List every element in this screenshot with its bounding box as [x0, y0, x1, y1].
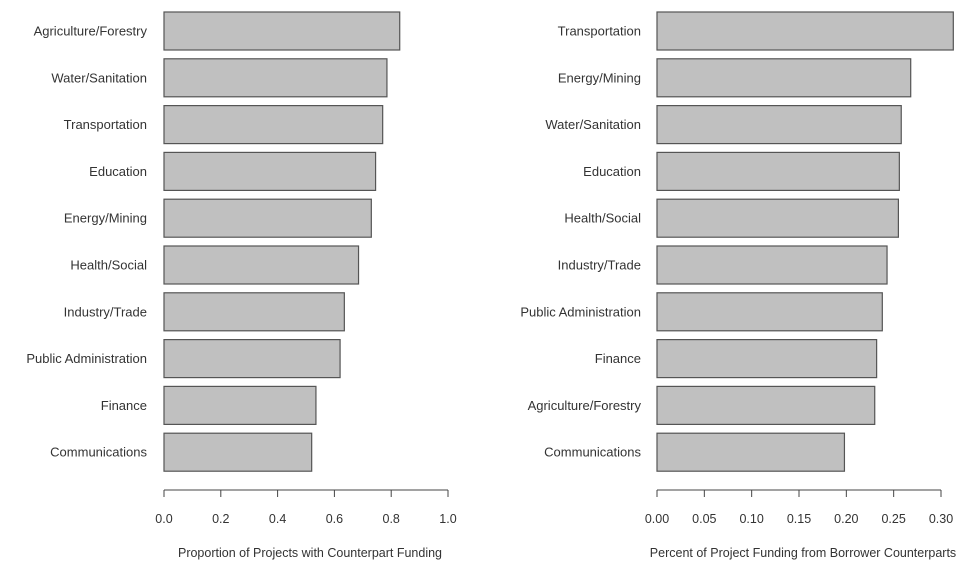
right-x-tick-label-4: 0.20 [834, 512, 858, 526]
right-x-tick-label-2: 0.10 [739, 512, 763, 526]
right-x-tick-label-1: 0.05 [692, 512, 716, 526]
right-category-label-7: Finance [595, 351, 641, 366]
right-x-tick-label-5: 0.25 [881, 512, 905, 526]
left-bar-4 [163, 198, 372, 238]
left-bar-6 [163, 292, 345, 332]
left-category-label-2: Transportation [64, 117, 147, 132]
left-bar-chart: Agriculture/Forestry Water/Sanitation Tran… [26, 11, 457, 560]
left-category-label-9: Communications [50, 445, 147, 460]
left-bar-9 [163, 432, 313, 472]
left-x-tick-label-1: 0.2 [212, 512, 229, 526]
right-bar-6 [656, 292, 883, 332]
left-category-label-0: Agriculture/Forestry [34, 24, 148, 39]
left-category-label-4: Energy/Mining [64, 211, 147, 226]
right-category-label-3: Education [583, 164, 641, 179]
right-category-label-9: Communications [544, 445, 641, 460]
right-bar-9 [656, 432, 846, 472]
left-bar-2 [163, 104, 384, 145]
right-bar-chart: Transportation Energy/Mining Water/Sanitat… [520, 11, 956, 560]
right-bar-8 [656, 385, 876, 425]
right-bar-1 [656, 58, 912, 98]
right-category-label-8: Agriculture/Forestry [528, 398, 642, 413]
left-x-tick-label-2: 0.4 [269, 512, 286, 526]
left-bar-8 [163, 385, 317, 425]
left-category-label-7: Public Administration [26, 351, 147, 366]
right-category-label-2: Water/Sanitation [545, 117, 641, 132]
right-x-tick-label-0: 0.00 [645, 512, 669, 526]
left-bar-3 [163, 151, 377, 191]
left-bar-5 [163, 245, 360, 285]
right-x-axis-title: Percent of Project Funding from Borrower… [650, 546, 956, 560]
left-category-label-3: Education [89, 164, 147, 179]
left-x-axis-title: Proportion of Projects with Counterpart … [178, 546, 442, 560]
right-bar-5 [656, 245, 888, 285]
left-x-tick-label-5: 1.0 [439, 512, 456, 526]
right-bar-4 [656, 198, 899, 238]
left-category-label-1: Water/Sanitation [51, 70, 147, 85]
left-x-tick-label-4: 0.8 [383, 512, 400, 526]
left-category-label-5: Health/Social [70, 258, 147, 273]
left-category-label-8: Finance [101, 398, 147, 413]
right-category-label-0: Transportation [558, 24, 641, 39]
left-bar-0 [163, 11, 401, 51]
right-bar-0 [656, 11, 954, 51]
left-bar-1 [163, 58, 388, 98]
left-category-label-6: Industry/Trade [64, 304, 147, 319]
right-bar-2 [656, 104, 902, 145]
right-category-label-1: Energy/Mining [558, 70, 641, 85]
left-bar-7 [163, 339, 341, 379]
right-category-label-6: Public Administration [520, 304, 641, 319]
left-x-tick-label-0: 0.0 [155, 512, 172, 526]
right-x-tick-label-3: 0.15 [787, 512, 811, 526]
right-category-label-5: Industry/Trade [558, 258, 641, 273]
right-bar-7 [656, 339, 878, 379]
right-x-tick-label-6: 0.30 [929, 512, 953, 526]
right-bar-3 [656, 151, 900, 191]
left-x-tick-label-3: 0.6 [326, 512, 343, 526]
right-category-label-4: Health/Social [564, 211, 641, 226]
